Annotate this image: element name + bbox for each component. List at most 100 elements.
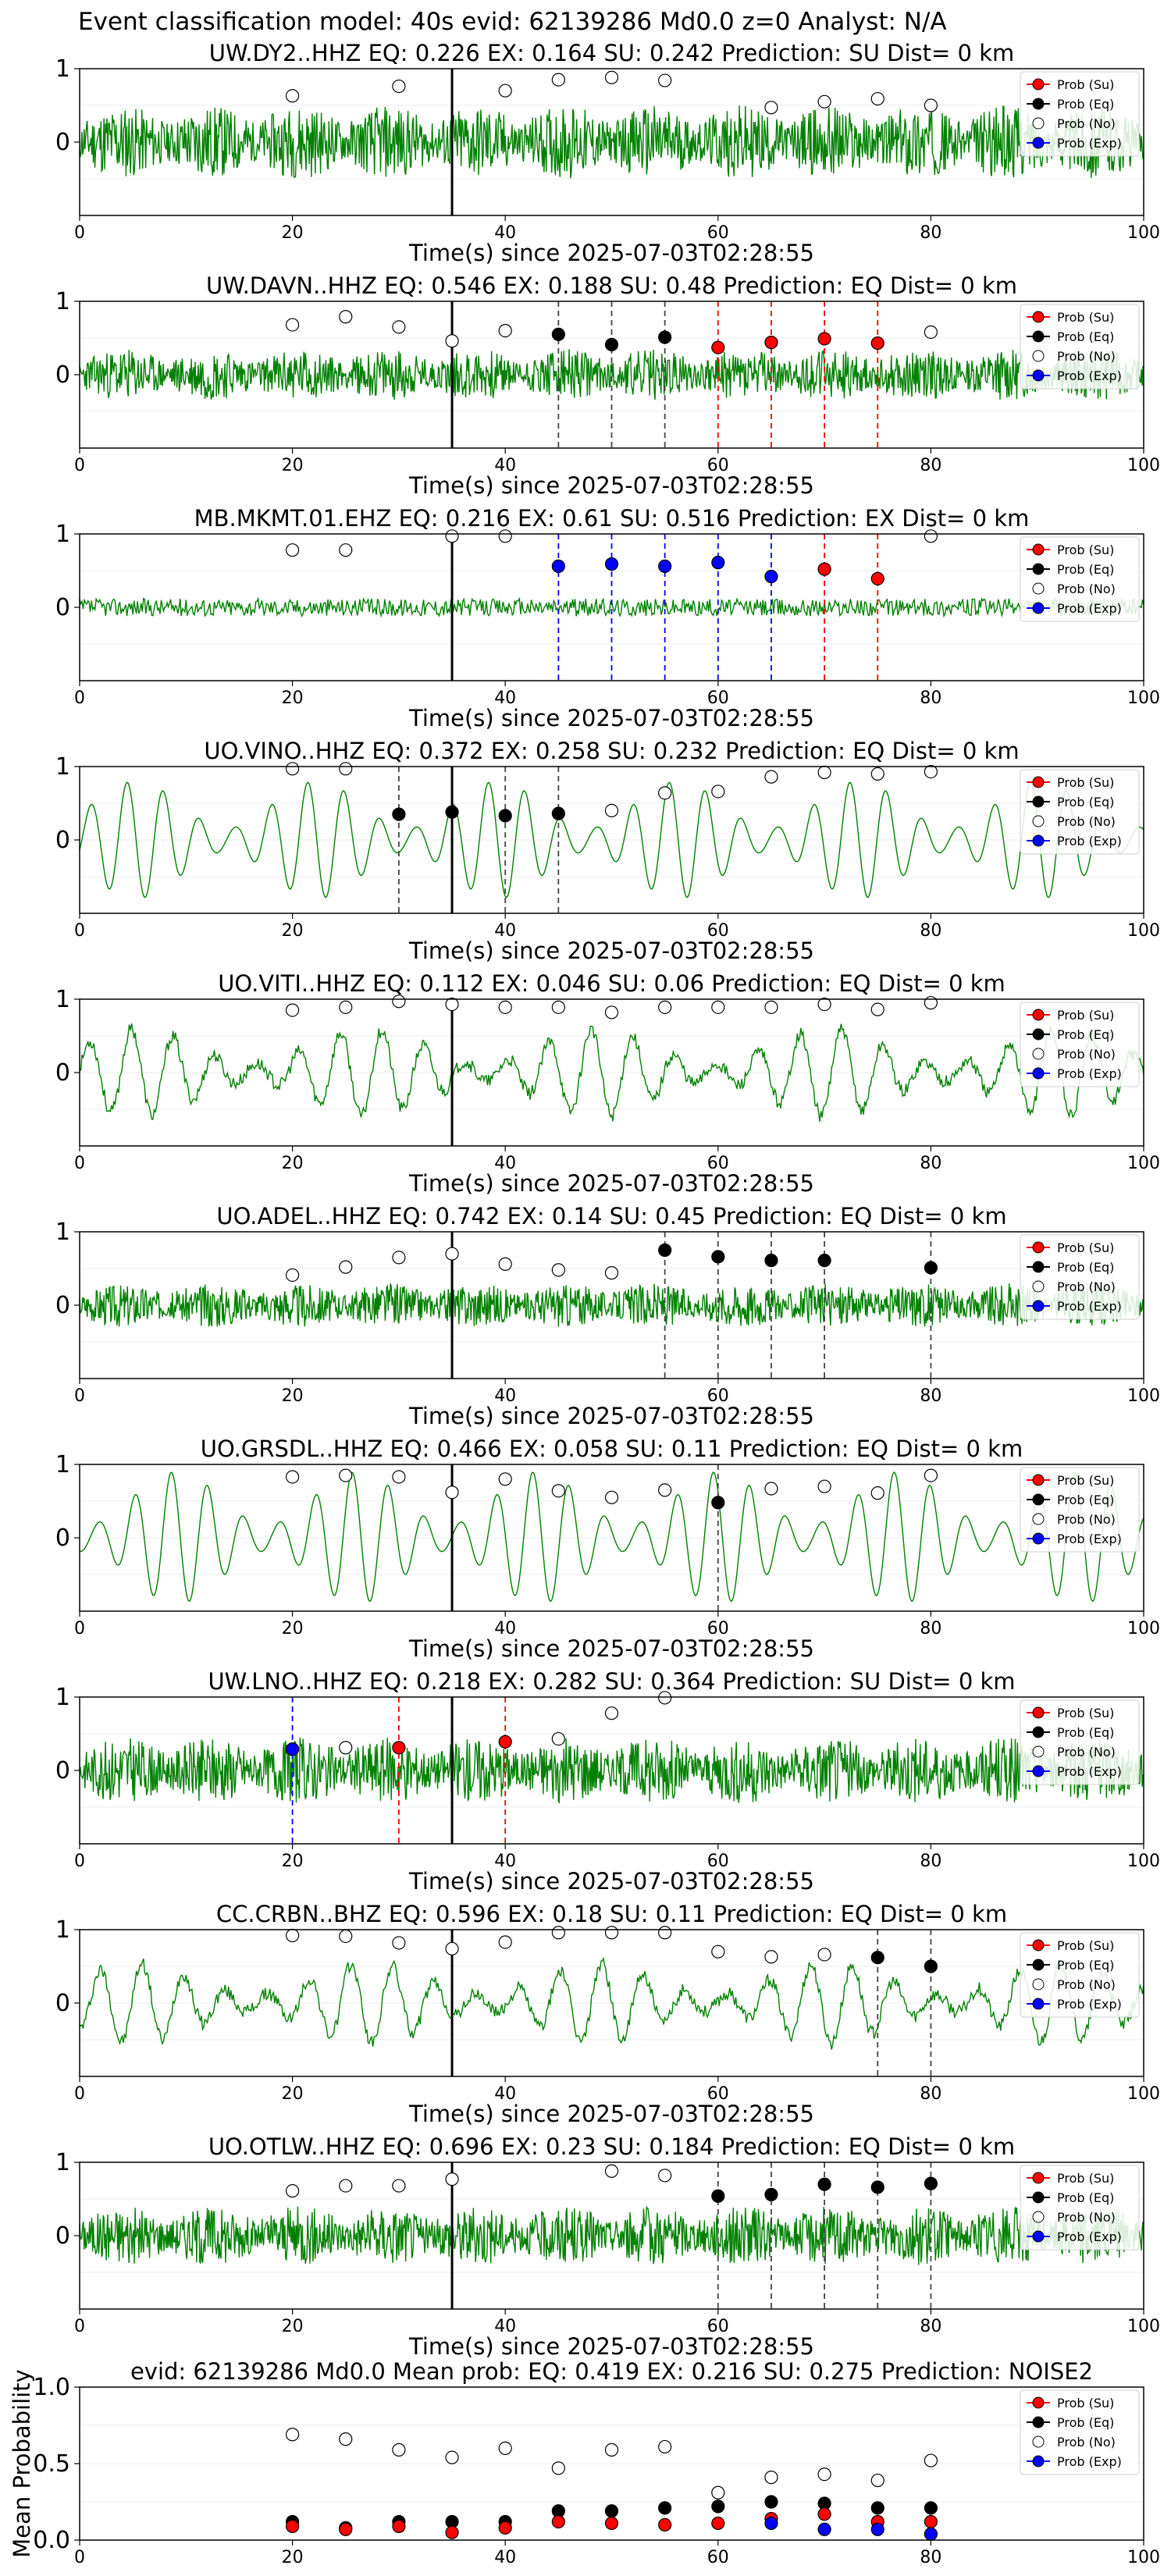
x-tick-label: 40	[494, 2084, 516, 2104]
prob-point-no	[817, 2467, 831, 2482]
prob-point-eq	[498, 809, 512, 823]
y-tick-label: 1	[55, 1219, 70, 1246]
prob-point-no	[445, 529, 459, 543]
legend-label: Prob (Su)	[1057, 1240, 1114, 1255]
legend-marker-exp	[1032, 602, 1045, 614]
x-tick-label: 40	[494, 921, 516, 941]
legend-label: Prob (Exp)	[1057, 1764, 1122, 1779]
prob-point-no	[286, 318, 300, 332]
y-tick-label: 1	[55, 521, 70, 548]
waveform-trace	[79, 1471, 1144, 1603]
prob-point-no	[498, 1935, 512, 1949]
prob-point-no	[870, 1002, 884, 1016]
y-tick-label: 0	[55, 1990, 70, 2017]
prob-point-no	[817, 94, 831, 109]
legend-marker-exp	[1032, 1300, 1045, 1312]
prob-point-no	[445, 997, 459, 1012]
x-tick-label: 60	[707, 456, 729, 475]
legend-marker-no	[1032, 815, 1045, 827]
prob-point-no	[764, 2471, 778, 2485]
panel-title: CC.CRBN..BHZ EQ: 0.596 EX: 0.18 SU: 0.11…	[216, 1901, 1007, 1927]
y-tick-label: 1	[55, 1916, 70, 1944]
x-tick-label: 20	[282, 1154, 304, 1173]
prob-point-eq	[764, 2187, 778, 2201]
prob-point-exp	[870, 2522, 884, 2536]
x-tick-label: 40	[494, 223, 516, 243]
legend-marker-eq	[1032, 2191, 1045, 2204]
x-tick-label: 40	[494, 1386, 516, 1406]
prob-point-su	[286, 2519, 300, 2533]
prob-point-eq	[924, 1959, 938, 1973]
prob-point-no	[339, 1741, 353, 1755]
prob-point-no	[551, 1926, 565, 1940]
legend-marker-no	[1032, 1513, 1045, 1525]
prob-point-su	[339, 2522, 353, 2536]
panel-title: UW.DAVN..HHZ EQ: 0.546 EX: 0.188 SU: 0.4…	[206, 272, 1017, 299]
legend-label: Prob (No)	[1057, 1977, 1116, 1992]
panel-UO.GRSDL..HHZ: UO.GRSDL..HHZ EQ: 0.466 EX: 0.058 SU: 0.…	[55, 1436, 1160, 1662]
prob-point-no	[339, 1468, 353, 1482]
legend-marker-eq	[1032, 1726, 1045, 1738]
legend-label: Prob (Eq)	[1057, 2190, 1114, 2205]
panel-CC.CRBN..BHZ: CC.CRBN..BHZ EQ: 0.596 EX: 0.18 SU: 0.11…	[55, 1901, 1160, 2127]
prob-point-exp	[711, 556, 725, 570]
legend-label: Prob (Eq)	[1057, 1027, 1114, 1042]
panel-title: MB.MKMT.01.EHZ EQ: 0.216 EX: 0.61 SU: 0.…	[194, 505, 1030, 532]
legend-label: Prob (No)	[1057, 116, 1116, 131]
prob-point-no	[286, 2184, 300, 2198]
x-tick-label: 60	[707, 1852, 729, 1871]
panel-mean: evid: 62139286 Md0.0 Mean prob: EQ: 0.41…	[9, 2358, 1160, 2567]
prob-point-no	[498, 1000, 512, 1014]
legend-marker-su	[1032, 78, 1045, 91]
prob-point-no	[658, 73, 672, 87]
legend-label: Prob (No)	[1057, 1512, 1116, 1527]
legend-label: Prob (Exp)	[1057, 1997, 1122, 2012]
legend-marker-exp	[1032, 1998, 1045, 2010]
legend-label: Prob (Su)	[1057, 775, 1114, 790]
legend-marker-eq	[1032, 1959, 1045, 1971]
prob-point-eq	[711, 2500, 725, 2514]
x-tick-label: 0	[74, 2084, 85, 2104]
prob-point-exp	[604, 557, 619, 571]
prob-point-no	[392, 79, 406, 94]
prob-point-eq	[658, 1243, 672, 1258]
prob-point-eq	[551, 327, 565, 341]
legend-marker-eq	[1032, 1028, 1045, 1041]
prob-point-eq	[924, 1261, 938, 1275]
prob-point-no	[658, 1000, 672, 1014]
y-tick-label: 1	[55, 55, 70, 83]
x-axis-label: Time(s) since 2025-07-03T02:28:55	[408, 2101, 814, 2127]
prob-point-exp	[764, 569, 778, 584]
prob-point-su	[392, 1741, 406, 1755]
prob-point-no	[604, 1926, 619, 1940]
legend-marker-eq	[1032, 1261, 1045, 1273]
waveform-trace	[79, 349, 1144, 400]
prob-point-su	[604, 2516, 619, 2531]
prob-point-no	[658, 1483, 672, 1497]
legend-marker-no	[1032, 117, 1045, 130]
prob-point-eq	[711, 1250, 725, 1264]
waveform-trace	[79, 1956, 1144, 2050]
prob-point-no	[711, 1000, 725, 1014]
x-tick-label: 60	[707, 1619, 729, 1638]
panel-title: UO.OTLW..HHZ EQ: 0.696 EX: 0.23 SU: 0.18…	[208, 2133, 1015, 2160]
prob-point-su	[711, 340, 725, 354]
legend-box	[1020, 1932, 1140, 2018]
prob-point-su	[498, 2521, 512, 2535]
x-tick-label: 80	[920, 2084, 941, 2104]
x-tick-label: 100	[1127, 688, 1160, 708]
prob-point-no	[498, 1257, 512, 1271]
prob-point-eq	[924, 2176, 938, 2190]
prob-point-su	[870, 571, 884, 585]
legend-label: Prob (Eq)	[1057, 795, 1114, 809]
prob-point-no	[604, 803, 619, 818]
legend-box	[1020, 1002, 1140, 1087]
panel-title: UO.GRSDL..HHZ EQ: 0.466 EX: 0.058 SU: 0.…	[201, 1436, 1023, 1462]
x-tick-label: 100	[1127, 921, 1160, 941]
x-tick-label: 20	[282, 688, 304, 708]
y-tick-label: 1.0	[33, 2374, 70, 2401]
prob-point-eq	[870, 2180, 884, 2194]
prob-point-no	[870, 2473, 884, 2488]
legend-marker-su	[1032, 1474, 1045, 1486]
